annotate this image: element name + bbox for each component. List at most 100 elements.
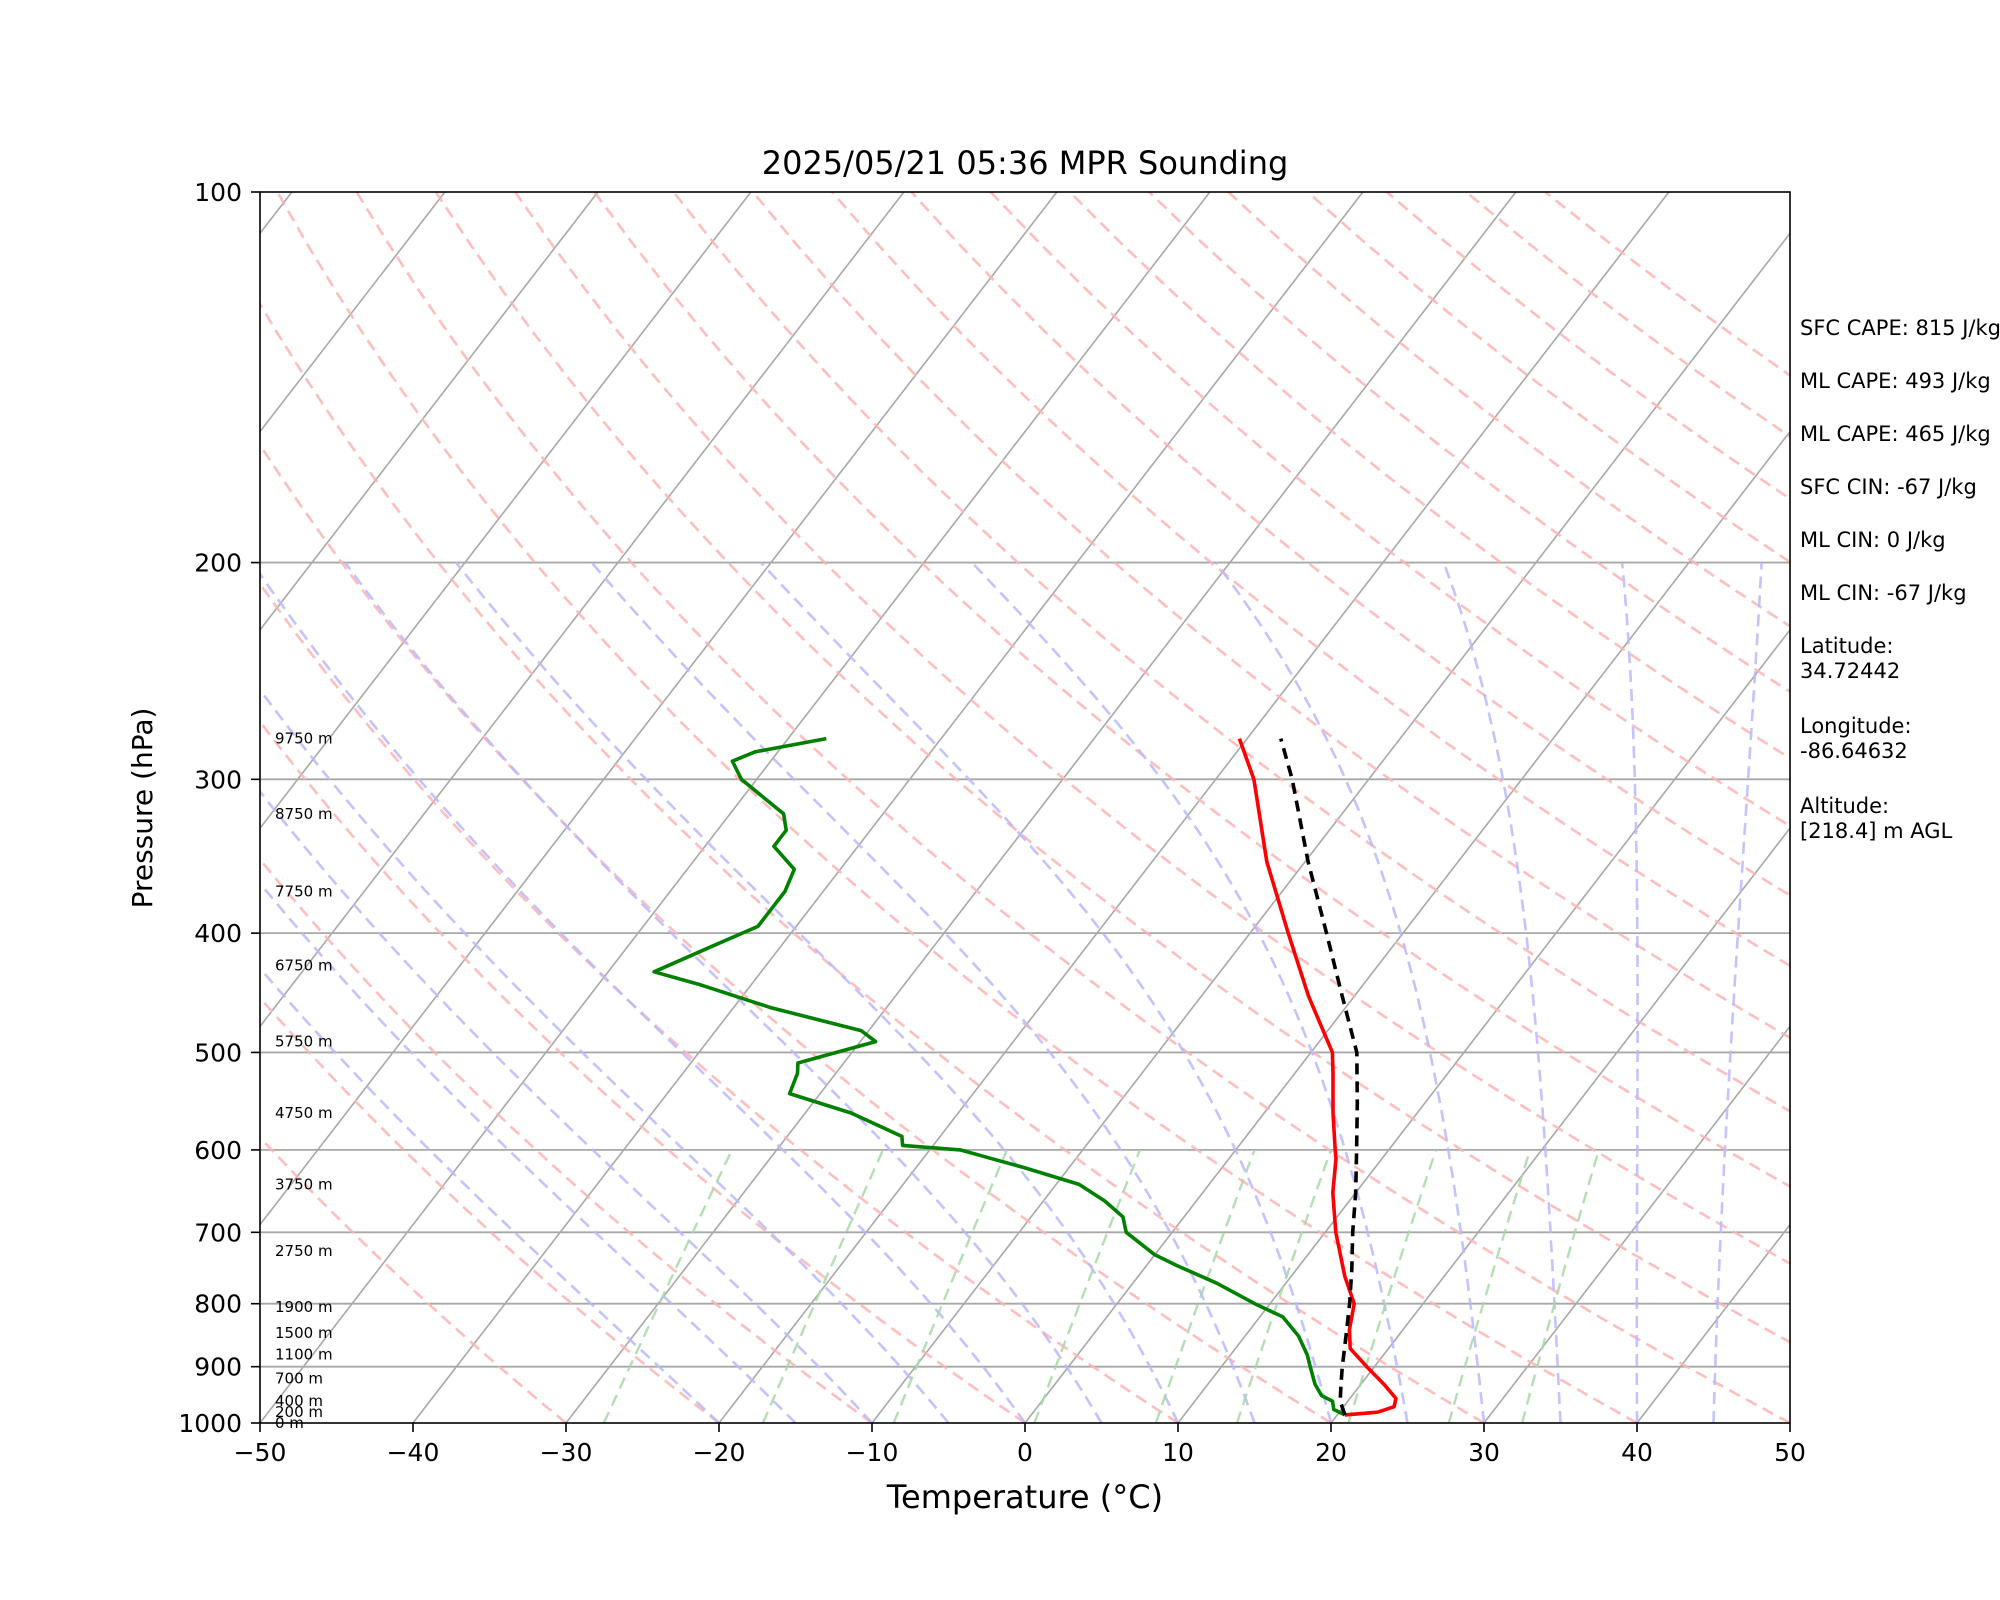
altitude-info: Altitude: [218.4] m AGL	[1800, 794, 2000, 874]
moist-adiabat-line	[1620, 562, 1639, 1423]
mixing-ratio-line	[602, 1149, 733, 1423]
dry-adiabat-line	[260, 301, 1485, 1423]
x-tick-label: −20	[693, 1438, 746, 1467]
moist-adiabat-line	[260, 687, 950, 1423]
height-label: 1100 m	[275, 1346, 333, 1364]
dry-adiabat-line	[672, 192, 1790, 1113]
mixing-ratio-line	[1347, 1149, 1438, 1423]
y-tick-label: 1000	[178, 1409, 242, 1438]
x-tick-label: 40	[1621, 1438, 1653, 1467]
moist-adiabat-line	[344, 561, 1103, 1423]
x-axis-label: Temperature (°C)	[886, 1478, 1163, 1516]
moist-adiabat-line	[455, 561, 1180, 1423]
longitude-info: Longitude: -86.64632	[1800, 714, 2000, 794]
moist-adiabat-line	[260, 571, 1027, 1423]
isotherm-line	[412, 192, 1364, 1423]
x-tick-label: 10	[1162, 1438, 1194, 1467]
temperature-profile-line	[1237, 737, 1398, 1417]
isotherm-line	[1024, 430, 1790, 1423]
moist-adiabat-line	[759, 561, 1333, 1423]
chart-title: 2025/05/21 05:36 MPR Sounding	[762, 144, 1289, 182]
isotherm-line	[260, 192, 446, 433]
x-tick-label: 20	[1315, 1438, 1347, 1467]
latitude-info: Latitude: 34.72442	[1800, 634, 2000, 714]
dry-adiabat-line	[260, 1135, 567, 1423]
x-tick-label: −50	[234, 1438, 287, 1467]
altitude-value: [218.4] m AGL	[1800, 819, 1953, 843]
height-label: 700 m	[275, 1369, 323, 1387]
dry-adiabat-line	[260, 857, 873, 1423]
y-tick-label: 100	[194, 178, 242, 207]
axis-ticks: −50 −40 −30 −20 −10 0 10 20 30 40 50 100 200 300 400 50…	[178, 178, 1806, 1467]
y-tick-label: 500	[194, 1038, 242, 1067]
height-label: 0 m	[275, 1414, 304, 1432]
height-label: 200 m	[275, 1403, 323, 1421]
moist-adiabat-line	[1214, 561, 1486, 1423]
height-label: 2750 m	[275, 1242, 333, 1260]
isotherm-line	[260, 192, 1058, 1227]
isotherm-line	[1330, 826, 1790, 1423]
y-tick-label: 800	[194, 1290, 242, 1319]
moist-adiabat-line	[971, 561, 1409, 1423]
x-tick-label: −10	[846, 1438, 899, 1467]
x-tick-label: 0	[1017, 1438, 1033, 1467]
height-label: 5750 m	[275, 1033, 333, 1051]
longitude-value: -86.64632	[1800, 739, 1908, 763]
y-tick-label: 900	[194, 1353, 242, 1382]
height-label: 7750 m	[275, 882, 333, 900]
dry-adiabat-line	[910, 192, 1790, 897]
dry-adiabat-line	[1068, 192, 1790, 760]
y-axis-label: Pressure (hPa)	[126, 708, 159, 909]
height-label: 4750 m	[275, 1104, 333, 1122]
dry-adiabat-line	[593, 192, 1790, 1188]
dry-adiabat-line	[260, 442, 1332, 1423]
y-tick-label: 200	[194, 549, 242, 578]
dry-adiabat-line	[260, 581, 1179, 1423]
dry-adiabat-line	[514, 192, 1790, 1265]
ml-cape-text: ML CAPE: 493 J/kg	[1800, 369, 1991, 393]
altitude-label: Altitude:	[1800, 794, 1890, 818]
longitude-label: Longitude:	[1800, 714, 1912, 738]
isotherm-line	[718, 192, 1670, 1423]
sfc-cin-text: SFC CIN: -67 J/kg	[1800, 475, 1977, 499]
mixing-ratio-line	[1154, 1149, 1256, 1423]
dry-adiabat-line	[260, 719, 1026, 1423]
isotherm-line	[260, 192, 905, 1028]
dry-adiabat-line	[276, 192, 1638, 1423]
x-tick-label: 50	[1774, 1438, 1806, 1467]
sounding-stats-panel: SFC CAPE: 815 J/kg ML CAPE: 493 J/kg ML …	[1800, 316, 2000, 874]
sfc-cape-text: SFC CAPE: 815 J/kg	[1800, 316, 2000, 340]
height-label: 400 m	[275, 1392, 323, 1410]
isotherm-line	[1483, 1025, 1790, 1423]
isotherm-line	[565, 192, 1517, 1423]
moist-adiabat-line	[1712, 562, 1763, 1423]
ml-cape-text-2: ML CAPE: 465 J/kg	[1800, 422, 1991, 446]
ml-cin-text-2: ML CIN: -67 J/kg	[1800, 581, 1967, 605]
y-tick-label: 600	[194, 1136, 242, 1165]
ml-cin-text: ML CIN: 0 J/kg	[1800, 528, 1946, 552]
mixing-ratio-line	[1447, 1149, 1532, 1423]
height-label: 1500 m	[275, 1324, 333, 1342]
parcel-profile-line	[1279, 738, 1360, 1416]
x-tick-label: −30	[540, 1438, 593, 1467]
moist-adiabat-line	[260, 789, 873, 1423]
height-label: 8750 m	[275, 805, 333, 823]
height-label: 1900 m	[275, 1298, 333, 1316]
mixing-ratio-line	[1235, 1149, 1333, 1423]
mixing-ratio-line	[1520, 1149, 1601, 1423]
isotherm-line	[871, 232, 1790, 1423]
mixing-ratio-line	[1033, 1149, 1142, 1423]
x-tick-label: 30	[1468, 1438, 1500, 1467]
mixing-ratio-line	[892, 1149, 1009, 1423]
moist-adiabat-line	[590, 561, 1256, 1423]
mixing-ratio-line	[761, 1149, 885, 1423]
height-label: 9750 m	[275, 730, 333, 748]
height-label: 3750 m	[275, 1175, 333, 1193]
latitude-label: Latitude:	[1800, 634, 1894, 658]
y-tick-label: 300	[194, 765, 242, 794]
height-label: 6750 m	[275, 957, 333, 975]
isotherm-line	[260, 192, 1211, 1423]
y-tick-label: 400	[194, 919, 242, 948]
